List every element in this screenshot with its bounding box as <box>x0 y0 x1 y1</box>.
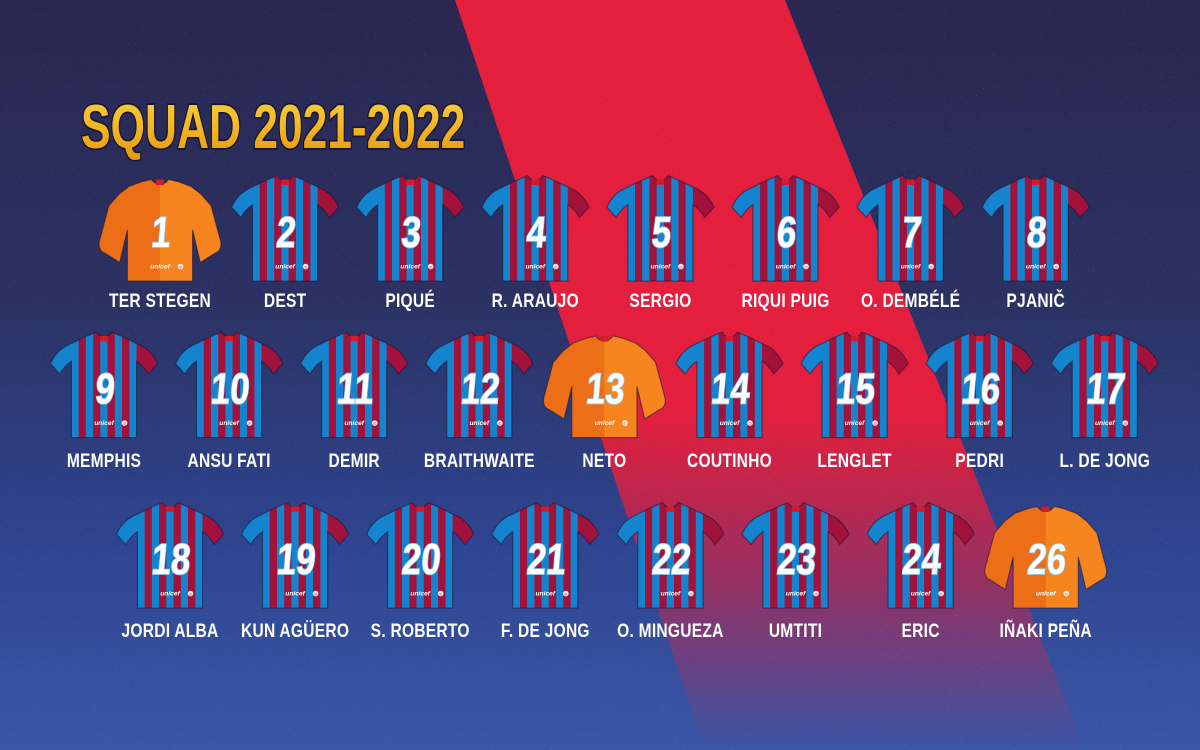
svg-text:LENGLET: LENGLET <box>817 450 891 472</box>
svg-text:14: 14 <box>709 365 752 413</box>
svg-text:unicef: unicef <box>651 264 671 271</box>
svg-text:5: 5 <box>650 208 673 256</box>
svg-text:2: 2 <box>275 208 298 256</box>
svg-text:26: 26 <box>1026 535 1069 583</box>
svg-text:unicef: unicef <box>845 420 865 427</box>
svg-text:unicef: unicef <box>94 420 114 427</box>
svg-text:L. DE JONG: L. DE JONG <box>1059 450 1150 472</box>
svg-text:1: 1 <box>150 208 173 256</box>
svg-text:DEST: DEST <box>264 290 307 312</box>
svg-text:unicef: unicef <box>901 264 921 271</box>
svg-text:unicef: unicef <box>776 264 796 271</box>
svg-text:10: 10 <box>209 365 252 413</box>
svg-text:unicef: unicef <box>344 420 364 427</box>
svg-text:SERGIO: SERGIO <box>629 290 691 312</box>
svg-text:PEDRI: PEDRI <box>955 450 1004 472</box>
svg-text:PJANIČ: PJANIČ <box>1006 290 1065 312</box>
svg-text:11: 11 <box>335 365 376 413</box>
svg-text:unicef: unicef <box>525 264 545 271</box>
svg-text:unicef: unicef <box>720 420 740 427</box>
svg-text:O. DEMBÉLÉ: O. DEMBÉLÉ <box>861 290 960 312</box>
svg-text:15: 15 <box>834 365 877 413</box>
svg-text:unicef: unicef <box>1095 420 1115 427</box>
svg-text:unicef: unicef <box>661 591 681 598</box>
svg-text:COUTINHO: COUTINHO <box>687 450 772 472</box>
svg-text:16: 16 <box>960 365 1003 413</box>
svg-text:UMTITI: UMTITI <box>769 620 822 642</box>
svg-text:unicef: unicef <box>786 591 806 598</box>
svg-text:6: 6 <box>775 208 798 256</box>
svg-text:23: 23 <box>775 535 818 583</box>
svg-text:7: 7 <box>900 208 923 256</box>
svg-text:unicef: unicef <box>1036 591 1056 598</box>
svg-text:F. DE JONG: F. DE JONG <box>501 620 590 642</box>
svg-text:unicef: unicef <box>160 591 180 598</box>
svg-text:12: 12 <box>459 365 502 413</box>
svg-text:19: 19 <box>275 535 318 583</box>
svg-text:KUN AGÜERO: KUN AGÜERO <box>241 620 349 642</box>
svg-text:TER STEGEN: TER STEGEN <box>109 290 211 312</box>
svg-text:unicef: unicef <box>535 591 555 598</box>
svg-text:MEMPHIS: MEMPHIS <box>67 450 141 472</box>
svg-text:R. ARAUJO: R. ARAUJO <box>492 290 579 312</box>
svg-text:ANSU FATI: ANSU FATI <box>187 450 270 472</box>
svg-text:unicef: unicef <box>285 591 305 598</box>
svg-text:SQUAD 2021-2022: SQUAD 2021-2022 <box>81 93 465 162</box>
svg-text:unicef: unicef <box>410 591 430 598</box>
svg-text:unicef: unicef <box>219 420 239 427</box>
svg-text:JORDI ALBA: JORDI ALBA <box>121 620 218 642</box>
svg-text:unicef: unicef <box>970 420 990 427</box>
svg-text:IÑAKI PEÑA: IÑAKI PEÑA <box>999 620 1092 642</box>
svg-text:9: 9 <box>94 365 117 413</box>
svg-text:BRAITHWAITE: BRAITHWAITE <box>424 450 535 472</box>
svg-text:20: 20 <box>400 535 443 583</box>
svg-text:13: 13 <box>584 365 627 413</box>
svg-text:S. ROBERTO: S. ROBERTO <box>371 620 470 642</box>
svg-text:24: 24 <box>900 535 943 583</box>
svg-text:unicef: unicef <box>469 420 489 427</box>
svg-text:PIQUÉ: PIQUÉ <box>385 290 435 312</box>
svg-text:17: 17 <box>1085 365 1128 413</box>
svg-text:3: 3 <box>400 208 423 256</box>
svg-text:18: 18 <box>150 535 193 583</box>
svg-text:8: 8 <box>1025 208 1048 256</box>
svg-text:22: 22 <box>650 535 693 583</box>
svg-text:21: 21 <box>525 535 568 583</box>
svg-text:unicef: unicef <box>911 591 931 598</box>
svg-text:NETO: NETO <box>582 450 626 472</box>
svg-text:DEMIR: DEMIR <box>329 450 381 472</box>
svg-text:O. MINGUEZA: O. MINGUEZA <box>617 620 724 642</box>
svg-text:unicef: unicef <box>1026 264 1046 271</box>
svg-text:unicef: unicef <box>150 264 170 271</box>
svg-text:unicef: unicef <box>595 420 615 427</box>
svg-text:ERIC: ERIC <box>902 620 940 642</box>
svg-text:RIQUI PUIG: RIQUI PUIG <box>741 290 829 312</box>
svg-text:unicef: unicef <box>400 264 420 271</box>
svg-text:unicef: unicef <box>275 264 295 271</box>
